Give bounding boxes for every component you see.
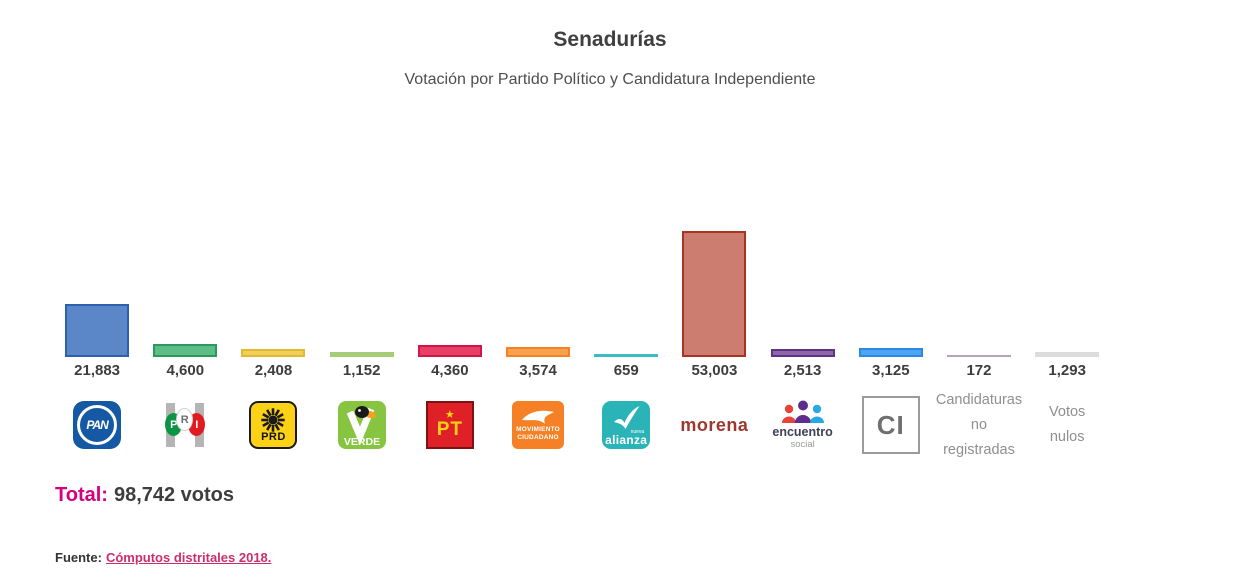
chart-column-es: 2,513 encuentro social bbox=[759, 229, 847, 458]
value-label-pt: 4,360 bbox=[431, 362, 469, 379]
es-label-encuentro: encuentro bbox=[772, 425, 833, 439]
na-label-alianza: alianza bbox=[605, 432, 648, 447]
bar-pri bbox=[153, 344, 218, 357]
bar-cnr bbox=[946, 354, 1011, 357]
bar-mc bbox=[506, 346, 571, 357]
total-label: Total: bbox=[55, 484, 108, 506]
verde-label: VERDE bbox=[344, 436, 380, 448]
na-swoosh-icon bbox=[614, 405, 640, 429]
bar-es bbox=[770, 349, 835, 357]
mc-label-line2: CIUDADANO bbox=[517, 434, 559, 441]
encuentro-social-logo-icon: encuentro social bbox=[772, 400, 833, 450]
pri-letter-r: R bbox=[176, 408, 194, 431]
value-label-na: 659 bbox=[613, 362, 639, 379]
value-label-nulos: 1,293 bbox=[1048, 362, 1086, 379]
chart-column-cnr: 172 Candidaturas no registradas bbox=[935, 229, 1023, 458]
prd-label: PRD bbox=[261, 431, 286, 443]
label-candidaturas-no-registradas: Candidaturas no registradas bbox=[935, 391, 1023, 458]
chart-column-verde: 1,152 VERDE bbox=[318, 229, 406, 458]
chart-column-prd: 2,408 bbox=[229, 229, 317, 458]
bar-nulos bbox=[1035, 352, 1100, 357]
page-title: Senadurías bbox=[553, 28, 667, 51]
chart-column-nulos: 1,293 Votos nulos bbox=[1023, 229, 1111, 458]
pan-label: PAN bbox=[86, 418, 108, 432]
chart-column-pri: 4,600 P R I bbox=[141, 229, 229, 458]
pri-logo-icon: P R I bbox=[161, 401, 210, 449]
pt-logo-icon: ★ PT bbox=[425, 401, 474, 449]
chart-column-na: 659 nueva alianza bbox=[582, 229, 670, 458]
mc-label-line1: MOVIMIENTO bbox=[516, 426, 560, 433]
total-votes: Total: 98,742 votos bbox=[55, 484, 234, 507]
pan-logo-icon: PAN bbox=[73, 401, 122, 449]
morena-logo-icon: morena bbox=[680, 415, 748, 436]
mc-eagle-icon bbox=[522, 410, 555, 424]
verde-logo-icon: VERDE bbox=[337, 401, 386, 449]
bar-verde bbox=[329, 352, 394, 357]
value-label-verde: 1,152 bbox=[342, 362, 381, 379]
morena-label: morena bbox=[680, 414, 749, 435]
chart-column-pan: 21,883 PAN bbox=[53, 229, 141, 458]
bar-pan bbox=[65, 303, 130, 357]
bar-ci bbox=[858, 347, 923, 357]
es-figures-icon bbox=[781, 400, 824, 423]
value-label-prd: 2,408 bbox=[254, 362, 293, 379]
pt-label: PT bbox=[436, 419, 463, 440]
source-link[interactable]: Cómputos distritales 2018. bbox=[105, 550, 272, 565]
value-label-cnr: 172 bbox=[966, 362, 992, 379]
chart-column-mc: 3,574 MOVIMIENTO CIUDADANO bbox=[494, 229, 582, 458]
chart-column-pt: 4,360 ★ PT bbox=[406, 229, 494, 458]
bar-morena bbox=[682, 231, 747, 357]
bar-chart: 21,883 PAN 4,600 P R I bbox=[53, 229, 1111, 458]
prd-logo-icon: PRD bbox=[249, 401, 298, 449]
pt-star-icon: ★ bbox=[444, 409, 455, 421]
prd-sun-icon bbox=[261, 408, 286, 432]
es-label-social: social bbox=[790, 439, 815, 450]
value-label-morena: 53,003 bbox=[691, 362, 738, 379]
chart-column-ci: 3,125 CI bbox=[847, 229, 935, 458]
ci-logo-icon: CI bbox=[861, 396, 920, 454]
chart-subtitle: Votación por Partido Político y Candidat… bbox=[404, 71, 816, 88]
source-label: Fuente: bbox=[55, 550, 102, 565]
pan-ring: PAN bbox=[77, 405, 118, 445]
value-label-es: 2,513 bbox=[783, 362, 822, 379]
nueva-alianza-logo-icon: nueva alianza bbox=[602, 401, 651, 449]
label-votos-nulos: Votos nulos bbox=[1049, 404, 1086, 445]
bar-prd bbox=[241, 349, 306, 357]
value-label-ci: 3,125 bbox=[872, 362, 910, 379]
bar-pt bbox=[417, 344, 482, 357]
source-line: Fuente: Cómputos distritales 2018. bbox=[55, 550, 271, 565]
mc-logo-icon: MOVIMIENTO CIUDADANO bbox=[512, 401, 565, 449]
value-label-pri: 4,600 bbox=[166, 362, 205, 379]
value-label-pan: 21,883 bbox=[74, 362, 121, 379]
total-value: 98,742 votos bbox=[113, 484, 235, 506]
ci-label: CI bbox=[876, 409, 905, 440]
value-label-mc: 3,574 bbox=[519, 362, 557, 379]
na-label-nueva: nueva bbox=[630, 428, 645, 435]
bar-na bbox=[594, 353, 659, 357]
chart-column-morena: 53,003 morena bbox=[670, 229, 758, 458]
